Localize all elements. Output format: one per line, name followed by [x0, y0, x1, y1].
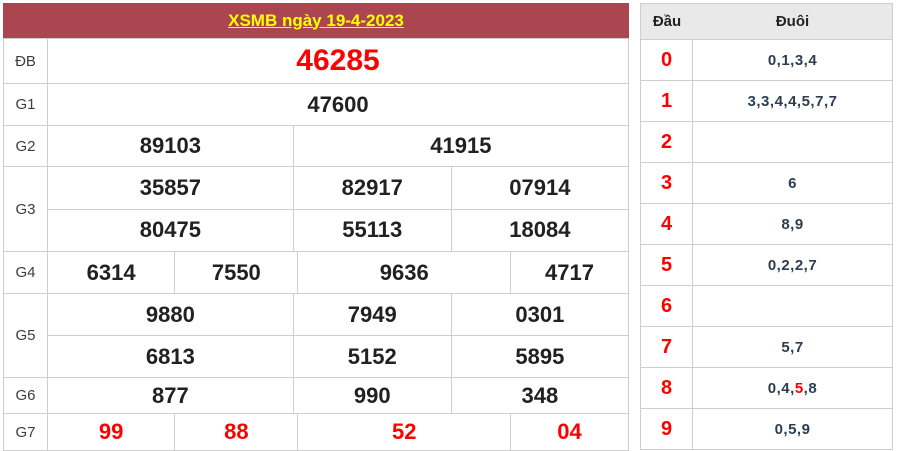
head-tail-table: Đầu Đuôi 0 0,1,3,4 1 3,3,4,4,5,7,7 2 3 6…: [640, 3, 893, 450]
prize-label-g5: G5: [4, 294, 48, 377]
prize-row-g3: G3 35857 82917 07914 80475 55113 18084: [4, 167, 629, 252]
head-tail-row: 2: [641, 121, 892, 162]
prize-label-g2: G2: [4, 126, 48, 166]
prize-value: 82917: [294, 167, 452, 209]
prize-value: 9880: [48, 294, 294, 335]
prize-label-g3: G3: [4, 167, 48, 251]
result-table-header: XSMB ngày 19-4-2023: [3, 3, 629, 38]
prize-row-g4: G4 6314 7550 9636 4717: [4, 252, 629, 294]
head-digit: 5: [641, 245, 693, 285]
prize-label-g6: G6: [4, 378, 48, 413]
head-tail-row: 8 0,4, 5,8: [641, 367, 892, 408]
head-tail-row: 1 3,3,4,4,5,7,7: [641, 80, 892, 121]
prize-value: 6813: [48, 336, 294, 377]
prize-value: 6314: [48, 252, 176, 293]
prize-value: 0301: [452, 294, 629, 335]
head-digit: 0: [641, 40, 693, 80]
tail-digits: 8,9: [781, 215, 804, 233]
prize-value: 5152: [294, 336, 452, 377]
head-tail-row: 9 0,5,9: [641, 408, 892, 449]
prize-value: 18084: [452, 209, 629, 251]
prize-value: 348: [452, 378, 629, 413]
tail-digits: 0,4, 5,8: [693, 368, 892, 408]
prize-row-g2: G2 89103 41915: [4, 126, 629, 167]
prize-value: 7550: [175, 252, 299, 293]
prize-value: 7949: [294, 294, 452, 335]
tail-digits: 0,1,3,4: [767, 51, 818, 69]
head-digit: 8: [641, 368, 693, 408]
head-tail-row: 3 6: [641, 162, 892, 203]
prize-value: 55113: [294, 209, 452, 251]
head-digit: 3: [641, 163, 693, 203]
prize-value: 35857: [48, 167, 294, 209]
result-title-link[interactable]: XSMB ngày 19-4-2023: [228, 10, 404, 30]
head-tail-row: 5 0,2,2,7: [641, 244, 892, 285]
head-tail-row: 7 5,7: [641, 326, 892, 367]
prize-value-g7: 52: [298, 414, 512, 450]
tail-digits: 0,2,2,7: [767, 256, 818, 274]
prize-value: 07914: [452, 167, 629, 209]
prize-label-g1: G1: [4, 84, 48, 125]
prize-value: 5895: [452, 336, 629, 377]
prize-value-g7: 99: [48, 414, 176, 450]
prize-value-db: 46285: [48, 39, 629, 83]
prize-value: 89103: [48, 126, 294, 166]
prize-label-db: ĐB: [4, 39, 48, 83]
head-tail-row: 4 8,9: [641, 203, 892, 244]
tail-digits-before: 0,4,: [767, 379, 795, 397]
xsmb-result-table: XSMB ngày 19-4-2023 ĐB 46285 G1 47600 G2…: [3, 3, 629, 451]
head-digit: 7: [641, 327, 693, 367]
prize-label-g7: G7: [4, 414, 48, 450]
head-digit: 6: [641, 286, 693, 326]
tail-digits: [693, 286, 892, 326]
head-digit: 1: [641, 81, 693, 121]
prize-value-g7: 04: [511, 414, 629, 450]
prize-row-db: ĐB 46285: [4, 39, 629, 84]
prize-row-g5: G5 9880 7949 0301 6813 5152 5895: [4, 294, 629, 378]
column-header-duoi: Đuôi: [775, 13, 810, 30]
head-tail-row: 6: [641, 285, 892, 326]
head-tail-header: Đầu Đuôi: [641, 4, 892, 39]
prize-value: 990: [294, 378, 452, 413]
prize-value: 41915: [294, 126, 629, 166]
prize-row-g1: G1 47600: [4, 84, 629, 126]
prize-label-g4: G4: [4, 252, 48, 293]
prize-value: 4717: [511, 252, 629, 293]
tail-digits: 0,5,9: [774, 420, 811, 438]
tail-digits: 6: [788, 174, 797, 192]
head-digit: 4: [641, 204, 693, 244]
tail-digits-after: ,8: [803, 379, 818, 397]
prize-value: 80475: [48, 209, 294, 251]
result-table-body: ĐB 46285 G1 47600 G2 89103 41915 G3 3585…: [3, 38, 629, 451]
prize-value-g7: 88: [175, 414, 299, 450]
prize-value-g1: 47600: [48, 84, 629, 125]
head-digit: 9: [641, 409, 693, 449]
tail-digits: [693, 122, 892, 162]
head-digit: 2: [641, 122, 693, 162]
tail-digits: 3,3,4,4,5,7,7: [747, 92, 838, 110]
head-tail-row: 0 0,1,3,4: [641, 39, 892, 80]
column-header-dau: Đầu: [652, 13, 682, 30]
prize-value: 9636: [298, 252, 512, 293]
tail-digit-highlighted: 5: [794, 379, 804, 397]
prize-value: 877: [48, 378, 294, 413]
tail-digits: 5,7: [781, 338, 804, 356]
prize-row-g6: G6 877 990 348: [4, 378, 629, 414]
prize-row-g7: G7 99 88 52 04: [4, 414, 629, 451]
